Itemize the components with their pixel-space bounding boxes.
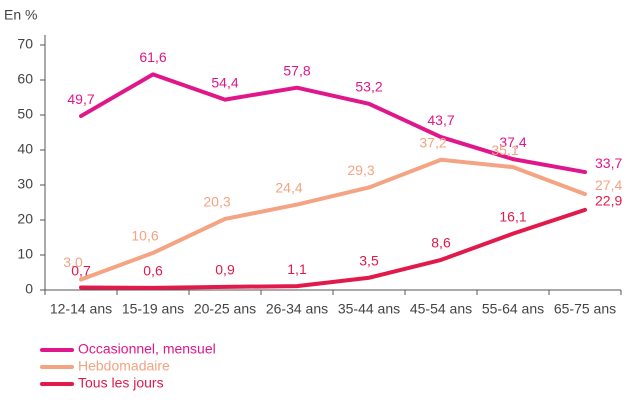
data-label: 8,6 bbox=[431, 235, 451, 251]
data-label: 53,2 bbox=[355, 79, 382, 95]
data-label: 37,2 bbox=[419, 135, 446, 151]
series-line bbox=[79, 207, 587, 290]
series-line bbox=[79, 157, 587, 282]
data-label: 33,7 bbox=[595, 155, 622, 171]
y-axis-label: En % bbox=[4, 7, 37, 23]
legend-label: Hebdomadaire bbox=[78, 358, 170, 374]
data-label: 57,8 bbox=[283, 62, 310, 78]
legend-label: Occasionnel, mensuel bbox=[78, 341, 216, 357]
data-label: 3,0 bbox=[63, 254, 83, 270]
data-label: 0,6 bbox=[143, 263, 163, 279]
data-label: 24,4 bbox=[275, 179, 302, 195]
y-tick-label: 60 bbox=[17, 71, 33, 87]
y-tick-label: 70 bbox=[17, 36, 33, 52]
data-label: 54,4 bbox=[211, 74, 238, 90]
data-label: 37,4 bbox=[499, 134, 526, 150]
x-tick-label: 26-34 ans bbox=[266, 301, 328, 317]
data-label: 49,7 bbox=[67, 91, 94, 107]
data-label: 35,1 bbox=[491, 142, 518, 158]
data-label: 20,3 bbox=[203, 194, 230, 210]
y-tick-label: 10 bbox=[17, 246, 33, 262]
data-label: 0,9 bbox=[215, 262, 235, 278]
x-tick-label: 20-25 ans bbox=[194, 301, 256, 317]
x-tick-label: 45-54 ans bbox=[410, 301, 472, 317]
data-label: 1,1 bbox=[287, 261, 307, 277]
y-tick-label: 40 bbox=[17, 141, 33, 157]
y-tick-label: 20 bbox=[17, 211, 33, 227]
series-line bbox=[79, 72, 587, 175]
x-tick-label: 12-14 ans bbox=[50, 301, 112, 317]
data-label: 29,3 bbox=[347, 162, 374, 178]
data-label: 16,1 bbox=[499, 208, 526, 224]
x-tick-label: 15-19 ans bbox=[122, 301, 184, 317]
x-tick-label: 35-44 ans bbox=[338, 301, 400, 317]
data-label: 61,6 bbox=[139, 49, 166, 65]
data-label: 27,4 bbox=[595, 177, 622, 193]
y-tick-label: 0 bbox=[25, 281, 33, 297]
data-label: 3,5 bbox=[359, 252, 379, 268]
x-tick-label: 65-75 ans bbox=[554, 301, 616, 317]
y-tick-label: 50 bbox=[17, 106, 33, 122]
x-tick-label: 55-64 ans bbox=[482, 301, 544, 317]
data-label: 0,7 bbox=[71, 262, 91, 278]
legend-label: Tous les jours bbox=[78, 375, 164, 391]
y-tick-label: 30 bbox=[17, 176, 33, 192]
data-label: 10,6 bbox=[131, 228, 158, 244]
data-label: 22,9 bbox=[595, 193, 622, 209]
data-label: 43,7 bbox=[427, 112, 454, 128]
